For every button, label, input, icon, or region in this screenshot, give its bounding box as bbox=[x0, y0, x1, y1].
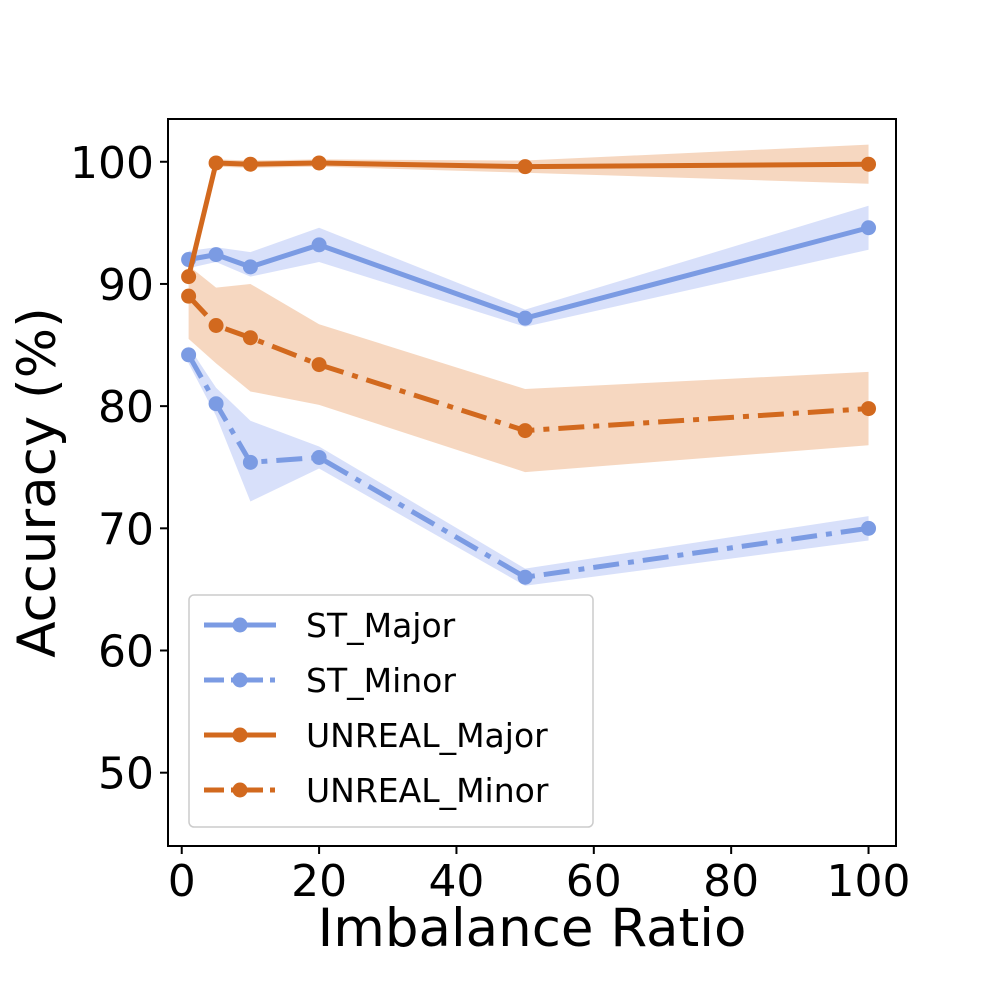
y-axis-label: Accuracy (%) bbox=[7, 307, 68, 658]
point-st-minor-20 bbox=[311, 449, 327, 465]
point-unreal-major-10 bbox=[242, 156, 258, 172]
legend-box bbox=[188, 594, 594, 828]
y-tick-label-100: 100 bbox=[70, 138, 154, 189]
series-line-unreal-minor bbox=[186, 294, 869, 434]
x-tick-label-0: 0 bbox=[168, 856, 196, 907]
band-st-minor bbox=[188, 346, 869, 586]
band-st-major bbox=[188, 205, 869, 327]
point-unreal-major-5 bbox=[208, 155, 224, 171]
y-tick-label-50: 50 bbox=[98, 749, 154, 800]
legend-marker-st-major bbox=[232, 617, 248, 633]
legend-marker-unreal-major bbox=[232, 727, 248, 743]
point-st-major-50 bbox=[517, 310, 533, 326]
legend: ST_Major ST_Minor UNREAL_Major UNREAL_Minor bbox=[188, 594, 594, 828]
point-unreal-major-50 bbox=[517, 159, 533, 175]
point-unreal-major-20 bbox=[311, 155, 327, 171]
legend-label-st-minor: ST_Minor bbox=[306, 661, 456, 700]
x-tick-label-100: 100 bbox=[827, 856, 911, 907]
point-st-major-20 bbox=[311, 237, 327, 253]
legend-label-unreal-major: UNREAL_Major bbox=[306, 716, 548, 755]
point-unreal-minor-5 bbox=[208, 317, 224, 333]
x-tick-label-80: 80 bbox=[703, 856, 759, 907]
point-st-minor-5 bbox=[208, 396, 224, 412]
legend-marker-st-minor bbox=[232, 672, 248, 688]
point-st-minor-10 bbox=[242, 454, 258, 470]
legend-marker-unreal-minor bbox=[232, 782, 248, 798]
point-unreal-minor-50 bbox=[517, 423, 533, 439]
legend-label-unreal-minor: UNREAL_Minor bbox=[306, 771, 549, 810]
series-line-unreal-major bbox=[186, 160, 869, 278]
x-axis-label: Imbalance Ratio bbox=[318, 898, 747, 959]
point-st-major-10 bbox=[242, 259, 258, 275]
x-tick-label-60: 60 bbox=[566, 856, 622, 907]
plot-area bbox=[181, 144, 877, 586]
y-tick-label-70: 70 bbox=[98, 504, 154, 555]
legend-label-st-major: ST_Major bbox=[306, 606, 456, 645]
point-st-minor-100 bbox=[861, 520, 877, 536]
series-line-st-minor bbox=[186, 353, 869, 580]
point-st-major-100 bbox=[861, 220, 877, 236]
point-st-minor-1 bbox=[181, 347, 197, 363]
point-unreal-minor-100 bbox=[861, 401, 877, 417]
point-unreal-major-100 bbox=[861, 156, 877, 172]
y-tick-label-60: 60 bbox=[98, 627, 154, 678]
axis-ticks: 0 20 40 60 80 100 50 60 70 80 90 100 bbox=[70, 138, 911, 907]
x-tick-label-20: 20 bbox=[291, 856, 347, 907]
x-tick-label-40: 40 bbox=[428, 856, 484, 907]
point-unreal-major-1 bbox=[181, 269, 197, 285]
y-tick-label-90: 90 bbox=[98, 260, 154, 311]
point-st-major-5 bbox=[208, 247, 224, 263]
y-tick-label-80: 80 bbox=[98, 382, 154, 433]
point-unreal-minor-10 bbox=[242, 330, 258, 346]
point-unreal-minor-20 bbox=[311, 357, 327, 373]
point-unreal-minor-1 bbox=[181, 288, 197, 304]
point-st-minor-50 bbox=[517, 569, 533, 585]
plot-frame bbox=[167, 118, 897, 847]
